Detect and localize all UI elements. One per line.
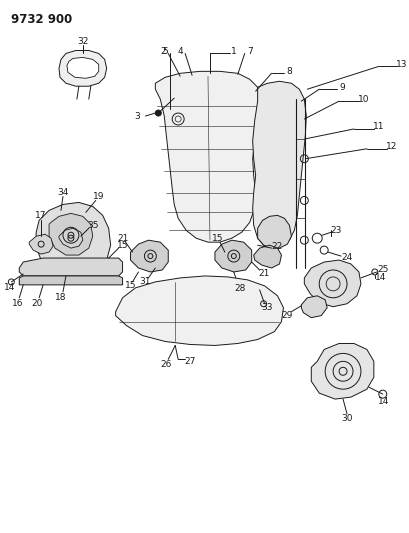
PathPatch shape [303,260,360,306]
Text: 3: 3 [135,111,140,120]
PathPatch shape [36,203,110,275]
Text: 15: 15 [117,240,128,249]
Text: 25: 25 [376,265,387,274]
Text: 14: 14 [377,397,389,406]
PathPatch shape [115,276,283,345]
Text: 8: 8 [286,67,292,76]
Text: 30: 30 [340,415,352,423]
Text: 21: 21 [257,270,269,278]
PathPatch shape [19,258,122,276]
PathPatch shape [29,234,53,254]
Text: 31: 31 [139,277,151,286]
Text: 1: 1 [230,47,236,56]
Text: 16: 16 [11,299,23,308]
Text: 28: 28 [234,284,245,293]
Text: 20: 20 [31,299,43,308]
PathPatch shape [214,240,251,272]
Text: 22: 22 [270,241,281,251]
PathPatch shape [257,215,291,248]
PathPatch shape [310,343,373,399]
Text: 18: 18 [55,293,67,302]
Text: 26: 26 [160,360,171,369]
Text: 29: 29 [281,311,292,320]
Text: 34: 34 [57,188,68,197]
Text: 2: 2 [160,47,166,56]
Text: 23: 23 [330,226,341,235]
Text: 13: 13 [395,60,407,69]
Circle shape [155,110,161,116]
Text: 19: 19 [93,192,104,201]
PathPatch shape [252,81,306,248]
PathPatch shape [19,276,122,285]
PathPatch shape [130,240,168,272]
PathPatch shape [67,58,99,78]
Text: 10: 10 [357,95,369,103]
Text: 9732 900: 9732 900 [11,13,72,26]
PathPatch shape [301,296,326,318]
Text: 12: 12 [385,142,396,151]
Text: 32: 32 [77,37,88,46]
Text: 7: 7 [246,47,252,56]
Text: 27: 27 [184,357,196,366]
Text: 14: 14 [4,284,15,293]
Text: 15: 15 [124,281,136,290]
Text: 21: 21 [117,233,128,243]
Text: 9: 9 [338,83,344,92]
Text: 4: 4 [177,47,182,56]
Text: 17: 17 [35,211,47,220]
PathPatch shape [59,228,83,248]
Text: 5: 5 [162,47,168,56]
Text: 15: 15 [211,233,223,243]
Text: 35: 35 [87,221,98,230]
PathPatch shape [155,71,259,242]
Text: 14: 14 [374,273,386,282]
Text: 24: 24 [341,253,352,262]
PathPatch shape [253,245,281,268]
Text: 11: 11 [372,123,384,132]
Text: 33: 33 [260,303,272,312]
PathPatch shape [49,213,92,255]
PathPatch shape [59,51,106,86]
